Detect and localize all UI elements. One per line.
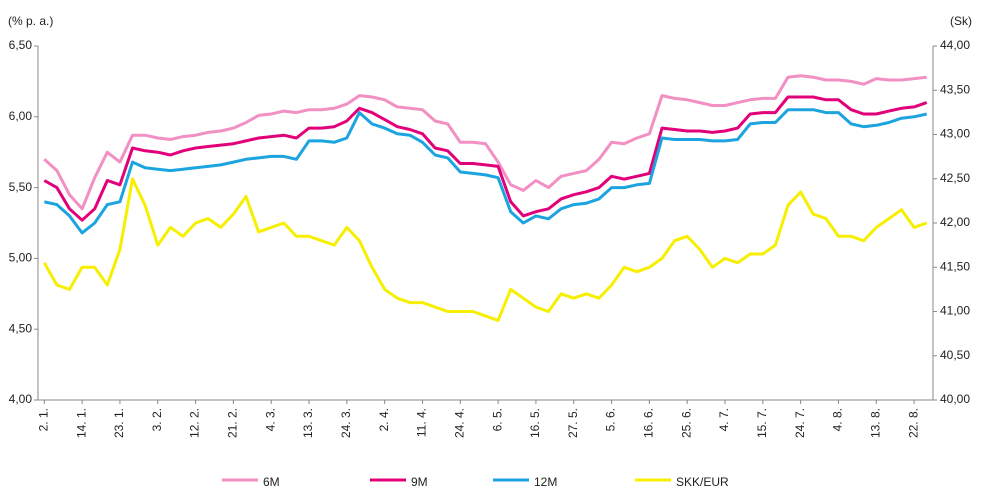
y-tick-label: 5,50 xyxy=(9,180,33,194)
x-tick-label: 16. 6. xyxy=(642,408,656,438)
x-tick-label: 4. 7. xyxy=(717,408,731,431)
x-tick-label: 4. 8. xyxy=(831,408,845,431)
x-tick-label: 11. 4. xyxy=(415,408,429,437)
x-tick-label: 25. 6. xyxy=(679,408,693,438)
series-line xyxy=(42,177,928,322)
y2-tick-label: 42,50 xyxy=(940,171,970,185)
y-tick-label: 4,50 xyxy=(9,321,33,335)
x-tick-label: 13. 3. xyxy=(301,408,315,438)
x-tick-label: 6. 5. xyxy=(490,408,504,431)
x-tick-label: 2. 1. xyxy=(36,408,50,431)
y2-tick-label: 41,50 xyxy=(940,259,970,273)
y-tick-label: 6,50 xyxy=(9,38,33,52)
y2-axis-label: (Sk) xyxy=(950,14,972,28)
legend-label: 12M xyxy=(534,475,557,489)
x-tick-label: 13. 8. xyxy=(868,408,882,438)
x-tick-label: 23. 1. xyxy=(112,408,126,438)
series-line xyxy=(43,95,928,222)
y-axis-label: (% p. a.) xyxy=(8,14,53,28)
y2-tick-label: 43,50 xyxy=(940,82,970,96)
y2-tick-label: 40,50 xyxy=(940,348,970,362)
x-tick-label: 12. 2. xyxy=(188,408,202,438)
series-line xyxy=(43,74,927,211)
y2-tick-label: 42,00 xyxy=(940,215,970,229)
x-tick-label: 24. 3. xyxy=(339,408,353,438)
x-tick-label: 21. 2. xyxy=(226,408,240,438)
y-tick-label: 5,00 xyxy=(9,251,33,265)
legend-label: 9M xyxy=(411,475,428,489)
legend-label: SKK/EUR xyxy=(676,475,729,489)
x-tick-label: 24. 7. xyxy=(793,408,807,438)
x-tick-label: 24. 4. xyxy=(452,408,466,438)
series-line xyxy=(43,108,928,235)
x-tick-label: 15. 7. xyxy=(755,408,769,438)
y2-tick-label: 44,00 xyxy=(940,38,970,52)
x-tick-label: 27. 5. xyxy=(566,408,580,438)
x-tick-label: 5. 6. xyxy=(604,408,618,431)
legend-label: 6M xyxy=(263,475,280,489)
x-tick-label: 3. 2. xyxy=(150,408,164,431)
y2-tick-label: 43,00 xyxy=(940,127,970,141)
x-tick-label: 14. 1. xyxy=(74,408,88,438)
x-tick-label: 22. 8. xyxy=(906,408,920,438)
y-tick-label: 4,00 xyxy=(9,392,33,406)
y2-tick-label: 41,00 xyxy=(940,304,970,318)
x-tick-label: 4. 3. xyxy=(263,408,277,431)
x-tick-label: 2. 4. xyxy=(377,408,391,431)
y-tick-label: 6,00 xyxy=(9,109,33,123)
x-tick-label: 16. 5. xyxy=(528,408,542,438)
y2-tick-label: 40,00 xyxy=(940,392,970,406)
